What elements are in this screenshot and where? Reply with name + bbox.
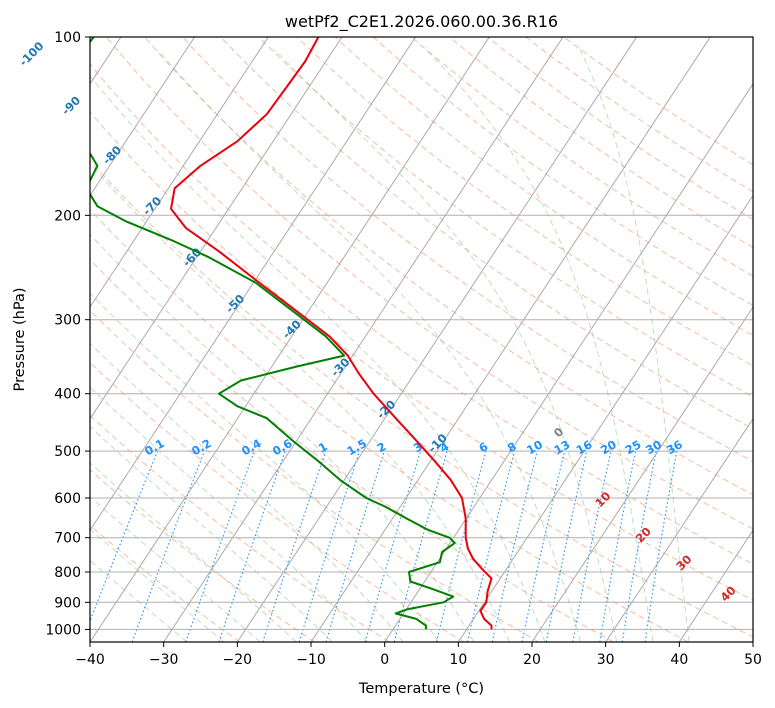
moist-adiabat-25 [157, 49, 582, 642]
isotherm-line [531, 306, 753, 642]
moist-adiabat-35 [425, 49, 654, 642]
isotherm-line [90, 37, 343, 420]
moist-adiabat-40 [579, 49, 690, 642]
x-tick-label: 50 [744, 652, 762, 668]
y-tick-label: 100 [54, 30, 81, 46]
y-tick-label: 800 [54, 565, 81, 581]
moist-adiabat-5 [90, 292, 439, 642]
series-line-dewpoint [90, 37, 456, 630]
isotherm-line [678, 529, 753, 642]
x-tick-label: 30 [597, 652, 615, 668]
isotherm-line [90, 37, 417, 532]
mixing-ratio-label: 10 [524, 437, 545, 457]
series-line-temperature [170, 37, 493, 630]
dry-adiabat-440 [449, 37, 753, 249]
isotherm-line [90, 37, 269, 309]
plot-frame [89, 36, 754, 643]
dry-adiabat-460 [525, 37, 753, 193]
isotherm-labels: 0.1 0.2 0.4 0.6 1 1.5 2 3 4 6 8 10 13 16 20 25 30 36-100-… [16, 39, 738, 605]
dry-adiabat-400 [296, 37, 753, 367]
x-tick-label: −20 [223, 652, 253, 668]
dry-adiabat-450 [487, 37, 753, 221]
moist-adiabat--30 [90, 559, 188, 642]
x-tick-label: 40 [670, 652, 688, 668]
y-axis-title: Pressure (hPa) [12, 287, 28, 391]
isotherm-line [90, 37, 196, 197]
mixing-ratio-line-1 [131, 450, 205, 642]
x-tick-label: −10 [296, 652, 326, 668]
dry-adiabat-300 [90, 259, 614, 642]
isotherm-line [457, 194, 753, 642]
moist-adiabat--5 [90, 386, 369, 642]
chart-title: wetPf2_C2E1.2026.060.00.36.R16 [285, 12, 558, 32]
y-tick-label: 300 [54, 313, 81, 329]
y-tick-label: 400 [54, 387, 81, 403]
mixing-ratio-line-6 [325, 450, 385, 642]
x-tick-label: 10 [449, 652, 467, 668]
x-axis-title: Temperature (°C) [358, 681, 484, 697]
mixing-ratio-line-4 [262, 450, 327, 642]
mixing-ratio-line-2 [185, 450, 255, 642]
x-tick-label: −30 [149, 652, 179, 668]
mixing-ratio-line-3 [218, 450, 286, 642]
mixing-ratio-label: 13 [552, 437, 573, 457]
mixing-ratio-label: 30 [643, 437, 664, 457]
dry-adiabat-340 [90, 63, 753, 565]
moist-adiabat-15 [90, 162, 510, 642]
y-tick-label: 600 [54, 491, 81, 507]
y-tick-label: 200 [54, 208, 81, 224]
y-axis: 1000 900 800 700 600 500 400 300 200 100 [45, 30, 90, 638]
x-tick-label: 20 [523, 652, 541, 668]
mixing-ratio-line-7 [364, 450, 422, 642]
mixing-ratio-label: 20 [598, 437, 619, 457]
isotherm-line [90, 37, 490, 642]
y-tick-label: 1000 [45, 622, 81, 638]
moist-adiabat-10 [90, 233, 475, 642]
moist-adiabat--25 [90, 528, 225, 642]
mixing-ratio-label: 36 [664, 437, 685, 457]
mixing-ratio-line-0 [90, 450, 159, 623]
isotherm-line [310, 37, 711, 642]
mixing-ratio-line-10 [466, 450, 516, 642]
grid-lines [90, 37, 753, 642]
dry-adiabat-280 [90, 361, 465, 642]
isotherm-line [236, 37, 638, 642]
profile-series [90, 37, 493, 630]
mixing-ratio-line-9 [435, 450, 487, 642]
dry-adiabat-320 [90, 159, 753, 638]
dry-adiabat-350 [105, 37, 753, 530]
y-tick-label: 700 [54, 531, 81, 547]
dry-adiabat-250 [90, 524, 241, 642]
isotherm-line [163, 37, 564, 642]
moist-adiabat-0 [90, 342, 404, 642]
mixing-ratio-label: 16 [574, 437, 595, 457]
y-tick-label: 500 [54, 444, 81, 460]
dry-adiabat-290 [90, 309, 540, 642]
dry-adiabat-310 [90, 208, 689, 642]
y-tick-label: 900 [54, 595, 81, 611]
dry-adiabat-380 [220, 37, 753, 430]
dry-adiabat-370 [182, 37, 753, 463]
moist-adiabat-30 [273, 49, 618, 642]
x-axis: −40 −30 −20 −10 0 10 20 30 40 50 [75, 642, 762, 668]
moist-adiabat--10 [90, 425, 333, 642]
mixing-ratio-label: 25 [623, 437, 644, 457]
x-tick-label: 0 [380, 652, 389, 668]
isotherm-line [384, 83, 753, 642]
dry-adiabat-470 [563, 37, 753, 166]
isotherm-line [605, 417, 753, 642]
moist-adiabat-20 [90, 75, 546, 642]
background-lines [90, 37, 753, 642]
mixing-ratio-line-12 [521, 450, 566, 642]
x-tick-label: −40 [75, 652, 105, 668]
dry-adiabat-360 [144, 37, 753, 496]
dry-adiabat-430 [411, 37, 753, 277]
moist-adiabat--20 [90, 496, 261, 642]
dry-adiabat-260 [90, 469, 315, 642]
mixing-ratio-line-5 [298, 450, 361, 642]
dry-adiabat-390 [258, 37, 753, 398]
